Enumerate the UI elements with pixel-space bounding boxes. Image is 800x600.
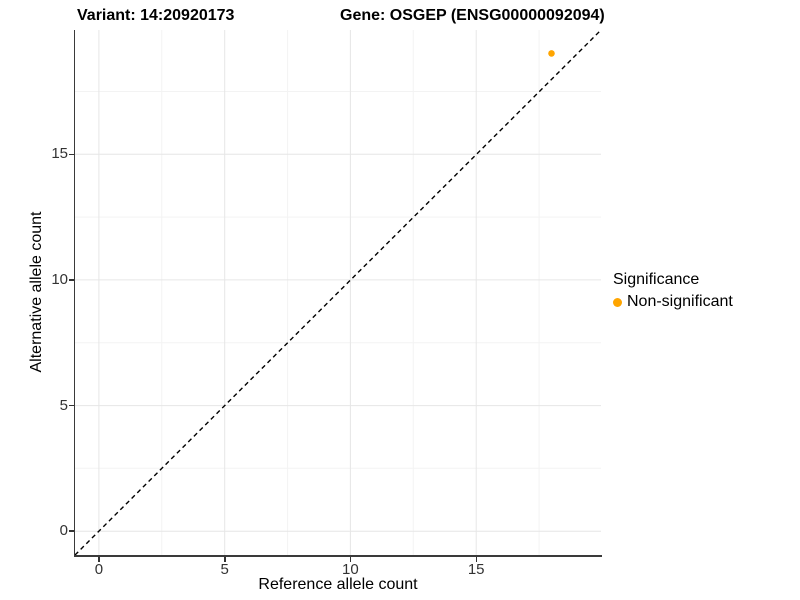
x-tick-label-15: 15 — [467, 561, 485, 578]
identity-dashed-line — [74, 29, 602, 556]
y-tick-mark-15 — [68, 153, 74, 155]
y-tick-mark-0 — [68, 530, 74, 532]
y-tick-label-10: 10 — [51, 271, 68, 288]
x-axis-title: Reference allele count — [258, 576, 418, 593]
x-tick-mark-5 — [224, 556, 226, 562]
y-tick-label-15: 15 — [51, 145, 68, 163]
gene-title: Gene: OSGEP (ENSG00000092094) — [340, 7, 605, 24]
y-tick-label-0: 0 — [59, 522, 68, 540]
y-tick-mark-5 — [68, 404, 74, 407]
x-major-gridlines — [98, 30, 477, 555]
plot-panel — [74, 29, 602, 556]
x-tick-label-10: 10 — [342, 561, 359, 578]
scatter-plot-svg — [74, 29, 602, 556]
x-tick-mark-0 — [98, 556, 100, 562]
y-tick-label-5: 5 — [59, 396, 68, 414]
y-axis-line — [73, 30, 76, 557]
y-axis-title: Alternative allele count — [28, 211, 45, 373]
y-tick-mark-10 — [68, 279, 74, 281]
x-tick-label-5: 5 — [220, 561, 229, 578]
variant-title: Variant: 14:20920173 — [77, 7, 235, 24]
x-minor-gridlines — [161, 30, 540, 555]
legend-dot-icon — [613, 297, 622, 307]
legend: Significance Non-significant — [613, 271, 733, 311]
legend-item-non-significant: Non-significant — [613, 293, 733, 311]
x-tick-label-0: 0 — [94, 561, 104, 578]
x-tick-mark-15 — [475, 556, 477, 562]
legend-item-label: Non-significant — [627, 293, 733, 310]
data-point-non-significant — [548, 50, 555, 57]
y-major-gridlines — [75, 153, 601, 532]
x-axis-line — [73, 555, 602, 557]
x-tick-mark-10 — [349, 556, 352, 562]
y-minor-gridlines — [75, 91, 601, 469]
legend-title: Significance — [613, 271, 700, 288]
